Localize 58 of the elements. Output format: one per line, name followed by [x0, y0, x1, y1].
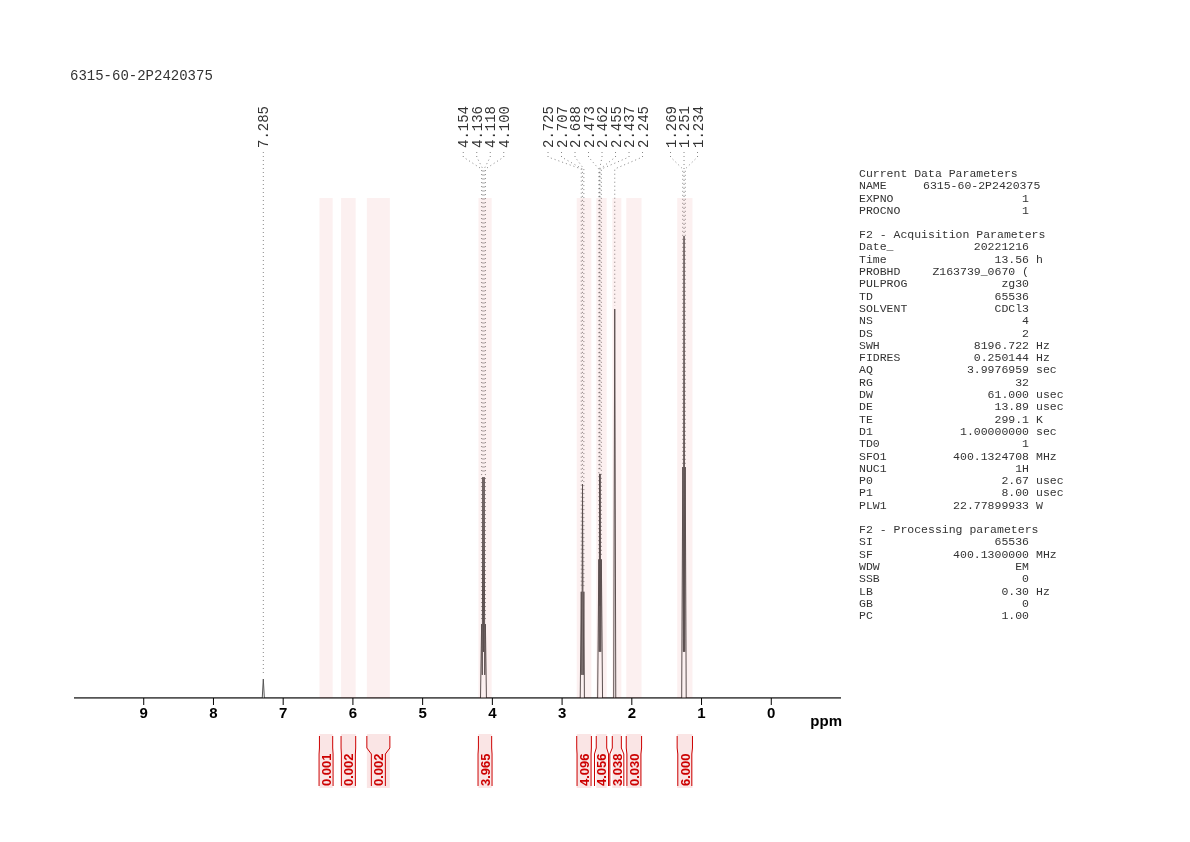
text: TE 299.1 K — [859, 412, 1043, 426]
band-label: 0.030 — [626, 753, 642, 786]
text: F2 - Processing parameters — [859, 523, 1039, 537]
chart-title: 6315-60-2P2420375 — [70, 68, 213, 84]
x-tick-label: 1 — [697, 703, 706, 721]
x-tick-label: 0 — [767, 703, 776, 721]
x-tick-label: 2 — [627, 703, 636, 721]
text: PULPROG zg30 — [859, 277, 1029, 291]
text: RG 32 — [859, 375, 1029, 389]
text: PROBHD Z163739_0670 ( — [859, 265, 1029, 279]
text: NAME 6315-60-2P2420375 — [859, 179, 1041, 193]
x-tick-label: 9 — [139, 703, 148, 721]
text: P0 2.67 usec — [859, 474, 1064, 488]
text: F2 - Acquisition Parameters — [859, 228, 1046, 242]
x-tick-label: 3 — [557, 703, 567, 721]
text: PROCNO 1 — [859, 203, 1029, 217]
text: DS 2 — [859, 326, 1029, 340]
x-axis-title: ppm — [810, 712, 842, 729]
text: GB 0 — [859, 596, 1029, 610]
text: NS 4 — [859, 314, 1029, 328]
text: DE 13.89 usec — [859, 400, 1064, 414]
text: PC 1.00 — [859, 609, 1029, 623]
band-label: 6.000 — [677, 753, 693, 786]
band-label: 3.965 — [478, 753, 494, 786]
x-tick-label: 8 — [209, 703, 218, 721]
text: DW 61.000 usec — [859, 388, 1064, 402]
band-label: 0.002 — [341, 753, 357, 786]
band-label: 4.056 — [594, 753, 610, 786]
text: P1 8.00 usec — [859, 486, 1064, 500]
text: Date_ 20221216 — [859, 240, 1029, 254]
text: AQ 3.9976959 sec — [859, 363, 1057, 377]
text: SSB 0 — [859, 572, 1029, 586]
band-label: 4.096 — [577, 753, 593, 786]
text: PLW1 22.77899933 W — [859, 498, 1043, 512]
annotation: 1.269 — [663, 105, 680, 148]
band-label: 3.038 — [609, 753, 625, 786]
x-tick-label: 4 — [488, 703, 498, 721]
x-tick-label: 6 — [348, 703, 358, 721]
text: NUC1 1H — [859, 461, 1029, 475]
text: SI 65536 — [859, 535, 1029, 549]
text: D1 1.00000000 sec — [859, 424, 1057, 438]
text: Current Data Parameters — [859, 167, 1018, 181]
text: WDW EM — [859, 559, 1029, 573]
text: SFO1 400.1324708 MHz — [859, 449, 1057, 463]
band-label: 0.001 — [319, 753, 335, 786]
text: SF 400.1300000 MHz — [859, 547, 1057, 561]
text: FIDRES 0.250144 Hz — [859, 351, 1050, 365]
text: TD0 1 — [859, 437, 1029, 451]
annotation: 7.285 — [256, 105, 273, 148]
text: TD 65536 — [859, 289, 1029, 303]
text: LB 0.30 Hz — [859, 584, 1050, 598]
text: SWH 8196.722 Hz — [859, 338, 1050, 352]
text: EXPNO 1 — [859, 191, 1029, 205]
text: Time 13.56 h — [859, 252, 1043, 266]
x-tick-label: 5 — [418, 703, 427, 721]
x-tick-label: 7 — [279, 703, 288, 721]
text: SOLVENT CDCl3 — [859, 301, 1029, 315]
band-label: 0.002 — [371, 753, 387, 786]
